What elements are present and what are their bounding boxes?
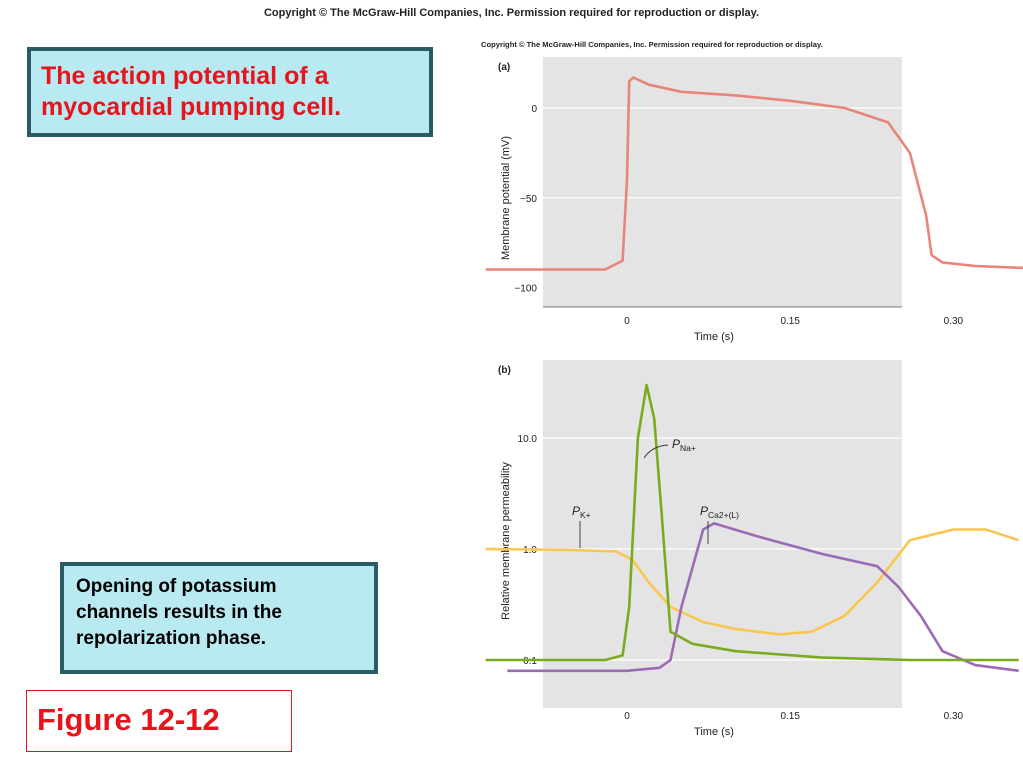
panel-a-x-tick-label: 0.15 (780, 316, 800, 327)
ca-series-label: PCa2+(L) (700, 504, 739, 520)
title-line-2: myocardial pumping cell. (41, 93, 342, 121)
panel-a-y-axis-label: Membrane potential (mV) (500, 136, 512, 260)
panel-b-plot-area (543, 360, 902, 708)
panel-a-plot-area (543, 57, 902, 307)
panel-b-y-tick-label: 0.1 (523, 656, 537, 667)
k-series-label: PK+ (572, 504, 591, 520)
membrane-potential-line (485, 76, 1023, 271)
panel-a-copyright: Copyright © The McGraw-Hill Companies, I… (481, 40, 823, 49)
panel-a-y-tick-label: 0 (531, 104, 537, 115)
panel-a-x-tick-label: 0.30 (944, 316, 964, 327)
note-line-3: repolarization phase. (76, 628, 267, 649)
panel-b-x-ticks: 0 0.15 0.30 (624, 711, 963, 722)
panel-a-x-tick-label: 0 (624, 316, 630, 327)
panel-b-x-tick-label: 0 (624, 711, 630, 722)
na-series-label: PNa+ (672, 437, 696, 453)
calcium-permeability-line (507, 522, 1019, 673)
note-line-1: Opening of potassium (76, 576, 277, 597)
panel-b: (b) 10.01.00.1 0 0.15 0.30 Time (s) Relati… (485, 360, 1020, 738)
figure-label: Figure 12-12 (37, 702, 220, 737)
panel-b-label: (b) (498, 365, 511, 376)
panel-a-y-tick-label: −100 (514, 284, 537, 295)
panel-a-y-ticks: 0 −50 −100 (514, 104, 537, 295)
panel-b-x-tick-label: 0.30 (944, 711, 964, 722)
sodium-permeability-line (485, 383, 1019, 662)
panel-b-x-axis-label: Time (s) (694, 726, 734, 738)
panel-a-x-axis-label: Time (s) (694, 331, 734, 343)
top-copyright-notice: Copyright © The McGraw-Hill Companies, I… (263, 7, 760, 19)
note-box: Opening of potassium channels results in… (60, 562, 378, 674)
panel-b-y-tick-label: 10.0 (518, 434, 538, 445)
panel-a-label: (a) (498, 62, 510, 73)
note-line-2: channels results in the (76, 602, 282, 623)
panel-a: (a) 0 −50 −100 0 0.15 0.30 Time (s) Membrane… (485, 57, 1023, 343)
panel-b-x-tick-label: 0.15 (780, 711, 800, 722)
panel-a-x-ticks: 0 0.15 0.30 (624, 316, 963, 327)
figure-label-box: Figure 12-12 (26, 690, 292, 752)
potassium-permeability-line (485, 528, 1020, 636)
title-box: The action potential of a myocardial pum… (27, 47, 433, 137)
panel-b-y-axis-label: Relative membrane permeability (500, 462, 512, 620)
title-line-1: The action potential of a (41, 62, 329, 90)
na-label-leader (643, 444, 669, 459)
panel-a-y-tick-label: −50 (520, 194, 537, 205)
